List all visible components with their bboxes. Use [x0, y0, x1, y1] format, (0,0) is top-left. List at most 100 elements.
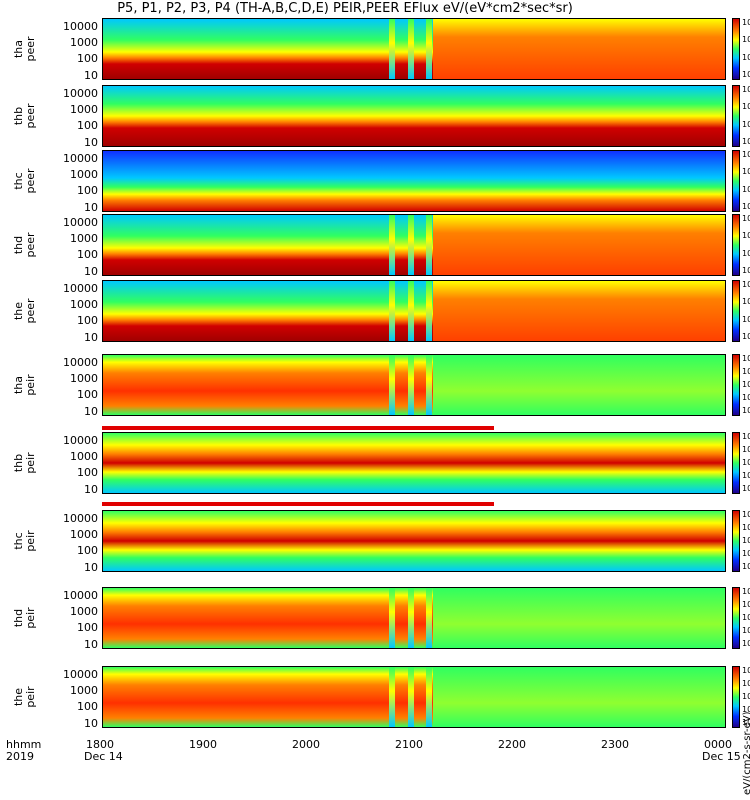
spectrogram-burst	[426, 19, 433, 79]
spectrogram-burst	[407, 281, 414, 341]
spectrogram-panel-thc-peir	[102, 510, 726, 572]
colorbar-tick-label: 10^4	[742, 314, 750, 324]
spectrogram-panel-tha-peir	[102, 354, 726, 416]
y-tick-label: 10000	[63, 282, 98, 296]
x-tick-label: 2100	[395, 738, 423, 751]
colorbar-tick-label: 10^6	[742, 297, 750, 307]
colorbar-tick-label: 10^8	[742, 510, 750, 519]
spectrogram-burst	[426, 355, 433, 415]
y-tick-label: 10	[84, 482, 98, 496]
x-tick-label: 2200	[498, 738, 526, 751]
colorbar-tick-label: 10^4	[742, 184, 750, 194]
chart-title: P5, P1, P2, P3, P4 (TH-A,B,C,D,E) PEIR,P…	[117, 1, 573, 16]
y-tick-label: 10000	[63, 87, 98, 101]
colorbar	[732, 354, 740, 416]
colorbar-tick-label: 10^6	[742, 167, 750, 177]
colorbar-tick-label: 10^6	[742, 679, 750, 688]
y-tick-label: 100	[77, 51, 98, 65]
y-tick-label: 10	[84, 404, 98, 418]
panel-label: tha peir	[12, 374, 37, 396]
colorbar	[732, 150, 740, 212]
y-tick-label: 100	[77, 118, 98, 132]
colorbar-tick-label: 10^2	[742, 705, 750, 714]
y-tick-label: 100	[77, 543, 98, 557]
spectrogram-region-after-onset	[432, 215, 725, 275]
y-tick-label: 1000	[70, 683, 98, 697]
panel-label: the peir	[12, 686, 37, 708]
colorbar-tick-label: 10^4	[742, 248, 750, 258]
x-date-label: Dec 14	[84, 750, 123, 763]
y-tick-label: 100	[77, 620, 98, 634]
spectrogram-burst	[389, 588, 396, 648]
spectrogram-burst	[389, 355, 396, 415]
colorbar-tick-label: 10^2	[742, 626, 750, 635]
colorbar-tick-label: 10^4	[742, 692, 750, 701]
colorbar	[732, 587, 740, 649]
spectrogram-burst	[407, 19, 414, 79]
y-tick-label: 100	[77, 699, 98, 713]
panel-label: thb peir	[12, 452, 37, 474]
y-tick-label: 1000	[70, 297, 98, 311]
colorbar-tick-label: 10^4	[742, 458, 750, 467]
x-axis-label-hhmm: hhmm	[6, 738, 42, 751]
colorbar-tick-label: 10^8	[742, 150, 750, 159]
colorbar-tick-label: 10^8	[742, 432, 750, 441]
colorbar-tick-label: 10^8	[742, 280, 750, 289]
spectrogram-panel-tha-peer	[102, 18, 726, 80]
colorbar	[732, 18, 740, 80]
x-tick-label: 1900	[189, 738, 217, 751]
colorbar-tick-label: 10^0	[742, 562, 750, 571]
colorbar-tick-label: 10^2	[742, 266, 750, 275]
colorbar-tick-label: 10^2	[742, 393, 750, 402]
spectrogram-panel-thc-peer	[102, 150, 726, 212]
y-tick-label: 10000	[63, 356, 98, 370]
spectrogram-burst	[407, 588, 414, 648]
colorbar-tick-label: 10^8	[742, 18, 750, 27]
y-tick-label: 10000	[63, 152, 98, 166]
y-tick-label: 1000	[70, 35, 98, 49]
panel-label: thd peer	[12, 232, 37, 258]
spectrogram-panel-thd-peir	[102, 587, 726, 649]
colorbar-tick-label: 10^4	[742, 536, 750, 545]
colorbar-tick-label: 10^2	[742, 471, 750, 480]
colorbar-tick-label: 10^8	[742, 354, 750, 363]
colorbar	[732, 666, 740, 728]
colorbar-tick-label: 10^0	[742, 718, 750, 727]
y-tick-label: 10000	[63, 512, 98, 526]
spectrogram-burst	[426, 215, 433, 275]
spectrogram-burst	[426, 667, 433, 727]
y-tick-label: 10	[84, 716, 98, 730]
spectrogram-burst	[389, 281, 396, 341]
y-tick-label: 1000	[70, 604, 98, 618]
y-tick-label: 10000	[63, 20, 98, 34]
colorbar-tick-label: 10^6	[742, 35, 750, 45]
y-tick-label: 10	[84, 264, 98, 278]
x-tick-label: 2300	[601, 738, 629, 751]
colorbar-tick-label: 10^6	[742, 102, 750, 112]
y-tick-label: 100	[77, 465, 98, 479]
colorbar-tick-label: 10^4	[742, 380, 750, 389]
mode-indicator-bar	[102, 502, 494, 506]
y-tick-label: 10	[84, 200, 98, 214]
spectrogram-burst	[389, 215, 396, 275]
y-tick-label: 10	[84, 637, 98, 651]
colorbar	[732, 510, 740, 572]
colorbar	[732, 85, 740, 147]
panel-label: the peer	[12, 298, 37, 324]
colorbar-tick-label: 10^8	[742, 214, 750, 223]
spectrogram-panel-thd-peer	[102, 214, 726, 276]
x-axis-label-year: 2019	[6, 750, 34, 763]
y-tick-label: 100	[77, 387, 98, 401]
x-tick-label: 0000	[704, 738, 732, 751]
colorbar-tick-label: 10^0	[742, 484, 750, 493]
y-tick-label: 10000	[63, 589, 98, 603]
colorbar-tick-label: 10^2	[742, 137, 750, 146]
y-tick-label: 1000	[70, 449, 98, 463]
spectrogram-panel-thb-peir	[102, 432, 726, 494]
colorbar-tick-label: 10^4	[742, 613, 750, 622]
colorbar-tick-label: 10^0	[742, 639, 750, 648]
y-tick-label: 10	[84, 68, 98, 82]
colorbar-tick-label: 10^6	[742, 600, 750, 609]
spectrogram-burst	[407, 667, 414, 727]
